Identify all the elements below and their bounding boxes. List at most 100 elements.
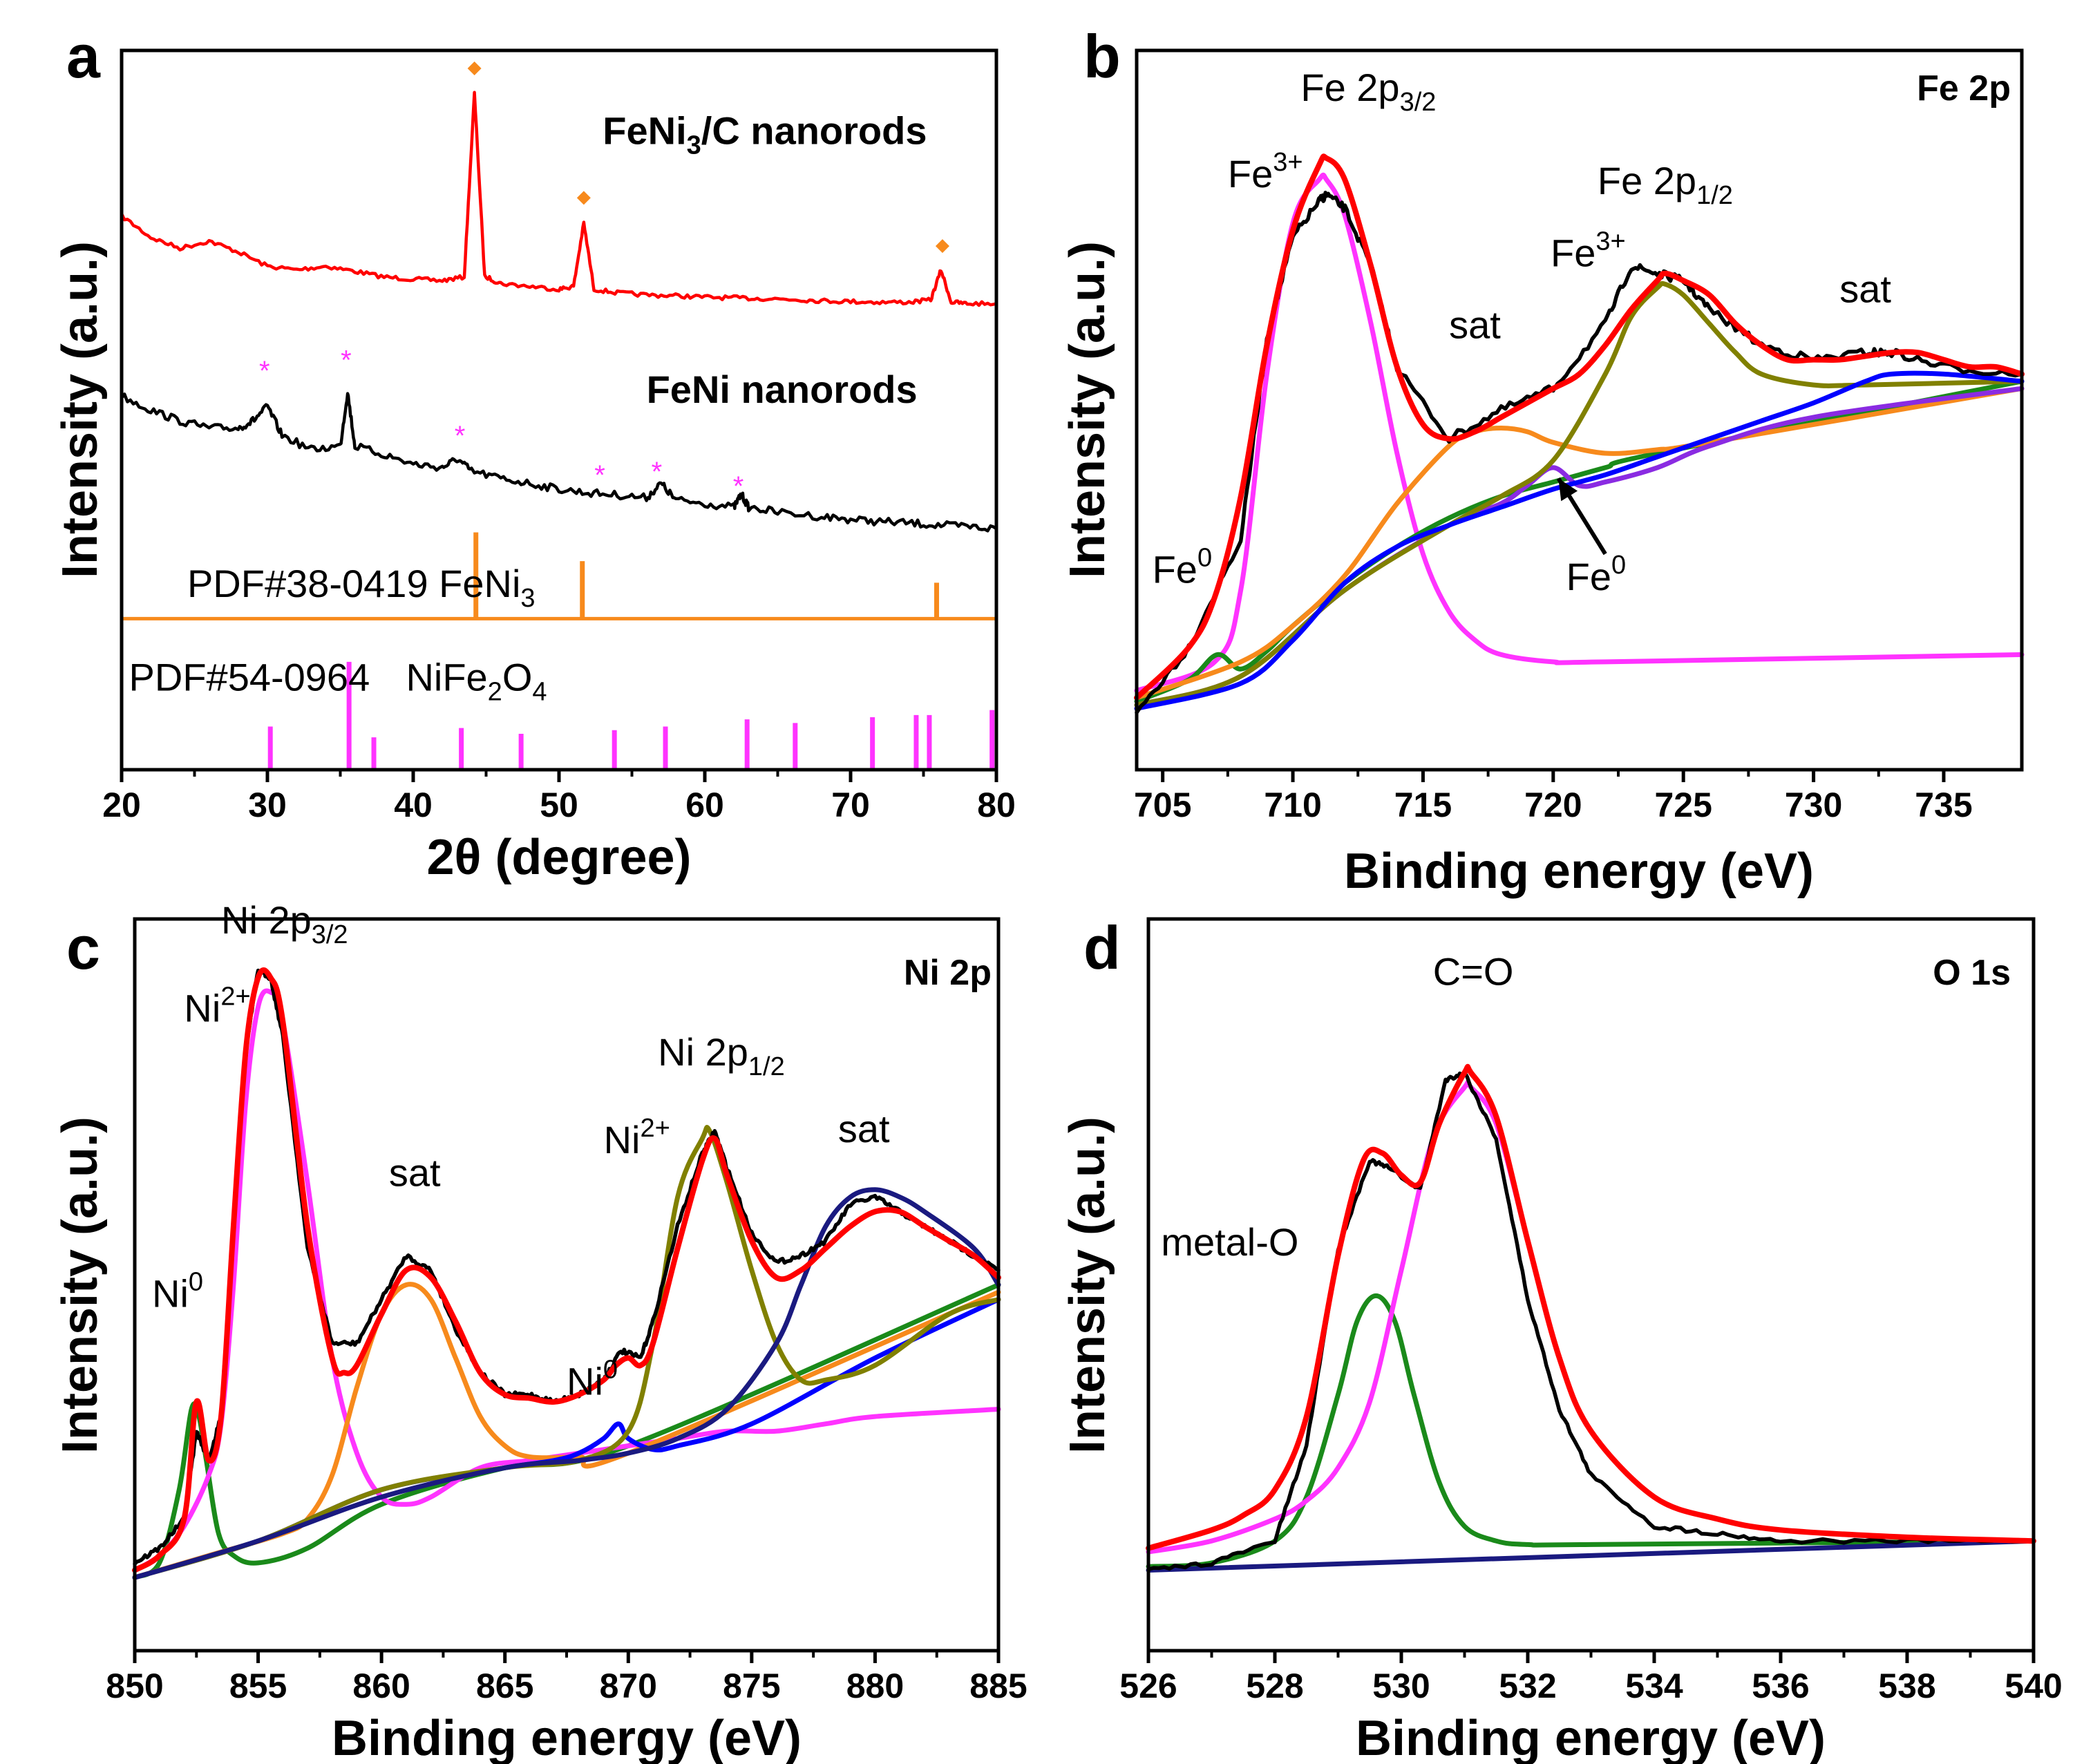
panel-d-label-2: metal-O	[1161, 1220, 1298, 1264]
panel-d-plot: C=O metal-O	[1146, 949, 2036, 1573]
panel-c-label-3-text: sat	[389, 1151, 441, 1195]
panel-d-xtick-label: 526	[1119, 1667, 1177, 1705]
panel-c-ticks: 850 855 860 865 870 875 880 885	[106, 1651, 1027, 1705]
panel-b-xtick-label: 710	[1264, 786, 1321, 824]
series-ni2-2p1-2	[132, 1125, 1001, 1580]
panel-a-label-5-suffix: O	[502, 655, 533, 699]
series-sat-ni2p3-2-	[132, 1282, 1001, 1580]
panel-a-label-3: PDF#38-0419 FeNi3	[187, 562, 536, 613]
panel-d: d C=O metal-O 526 528 530 532 534 536 538 540 O …	[1060, 913, 2063, 1764]
panel-a-letter: a	[66, 22, 101, 91]
panel-a-label-5-subscript: 2	[488, 677, 502, 706]
panel-c-xtick-label: 865	[476, 1667, 533, 1705]
panel-b-label-7-superscript: 0	[1197, 543, 1212, 572]
panel-c-xtick-label: 875	[723, 1667, 780, 1705]
diamond-marker	[467, 61, 482, 76]
panel-c-xtick-label: 850	[106, 1667, 163, 1705]
arrow-head	[1558, 478, 1578, 502]
series-sat-ni2p1-2-	[132, 1187, 1001, 1580]
panel-d-xtick-label: 536	[1752, 1667, 1809, 1705]
panel-c-xtick-label: 870	[600, 1667, 657, 1705]
panel-c-xlabel: Binding energy (eV)	[332, 1711, 802, 1764]
panel-d-ylabel: Intensity (a.u.)	[1060, 1117, 1115, 1454]
panel-c-label-2-text: Ni	[184, 986, 220, 1030]
panel-b-label-8: Fe0	[1566, 551, 1627, 598]
panel-a-ticks: 20 30 40 50 60 70 80	[102, 770, 1016, 824]
panel-c-label-1: Ni 2p3/2	[221, 898, 348, 949]
panel-a-ylabel: Intensity (a.u.)	[53, 241, 108, 578]
panel-c-label-2-superscript: 2+	[220, 982, 250, 1011]
panel-b-label-4: Fe 2p1/2	[1598, 159, 1733, 210]
panel-b-xtick-label: 725	[1654, 786, 1712, 824]
panel-b-label-8-text: Fe	[1566, 555, 1611, 598]
panel-a-label-4-text: PDF#54-0964	[129, 655, 370, 699]
panel-d-xlabel: Binding energy (eV)	[1356, 1711, 1826, 1764]
panel-d-xtick-label: 528	[1246, 1667, 1303, 1705]
panel-b-label-1: Fe 2p3/2	[1300, 66, 1436, 117]
panel-a-xtick-label: 40	[394, 786, 433, 824]
panel-c-label-5-text: Ni 2p	[658, 1030, 748, 1074]
panel-b-xtick-label: 715	[1394, 786, 1452, 824]
panel-a-label-3-subscript: 3	[520, 584, 535, 613]
panel-c-label-8-text: Ni	[567, 1359, 603, 1403]
panel-c-label-5-subscript: 1/2	[748, 1052, 785, 1081]
panel-b-label-6-text: sat	[1839, 267, 1891, 310]
panel-c-label-7: sat	[838, 1107, 890, 1150]
panel-d-letter: d	[1083, 913, 1121, 982]
panel-a-xtick-label: 60	[685, 786, 724, 824]
panel-b-label-7-text: Fe	[1153, 547, 1197, 591]
diamond-marker	[576, 191, 591, 205]
asterisk-marker: *	[594, 460, 605, 491]
asterisk-marker: *	[455, 421, 466, 451]
panel-a-xtick-label: 30	[248, 786, 287, 824]
reference-pattern-2	[267, 661, 995, 770]
panel-d-ticks: 526 528 530 532 534 536 538 540	[1119, 1651, 2063, 1705]
panel-c-label-2: Ni2+	[184, 982, 250, 1030]
panel-a-label-5-subscript-2: 4	[532, 677, 547, 706]
panel-a-label-4: PDF#54-0964	[129, 655, 370, 699]
panel-b-letter: b	[1083, 22, 1121, 91]
series-experimental	[133, 968, 1001, 1566]
series-background	[1146, 1538, 2036, 1573]
asterisk-marker: *	[733, 471, 744, 502]
panel-a-xtick-label: 20	[102, 786, 141, 824]
panel-d-label-1: C=O	[1433, 949, 1514, 993]
panel-b-xlabel: Binding energy (eV)	[1344, 844, 1814, 899]
reference-pattern-1	[122, 532, 996, 620]
series-line-2	[120, 392, 998, 533]
panel-c-xtick-label: 860	[352, 1667, 410, 1705]
panel-d-label-1-text: C=O	[1433, 949, 1514, 993]
asterisk-marker: *	[341, 345, 352, 376]
panel-a-xtick-label: 80	[977, 786, 1016, 824]
panel-d-xtick-label: 530	[1372, 1667, 1430, 1705]
panel-b-frame	[1135, 48, 2024, 772]
panel-a-xtick-label: 70	[831, 786, 870, 824]
panel-b-label-2-superscript: 3+	[1273, 148, 1302, 177]
panel-c-label-4-superscript: 0	[189, 1267, 203, 1296]
panel-b-label-2-text: Fe	[1228, 152, 1273, 196]
panel-d-xtick-label: 532	[1499, 1667, 1556, 1705]
series-line-1	[120, 91, 997, 307]
panel-a-label-2: FeNi nanorods	[647, 368, 918, 411]
panel-a-label-2-text: FeNi nanorods	[647, 368, 918, 411]
panel-b-label-1-text: Fe 2p	[1300, 66, 1399, 109]
panel-d-label-2-text: metal-O	[1161, 1220, 1298, 1264]
panel-a-xtick-label: 50	[540, 786, 578, 824]
panel-c-label-6-superscript: 2+	[640, 1114, 670, 1143]
panel-b-label-4-subscript: 1/2	[1696, 181, 1733, 210]
panel-c-label-8: Ni0	[567, 1355, 618, 1403]
panel-b-label-7: Fe0	[1153, 543, 1213, 591]
panel-d-xtick-label: 540	[2005, 1667, 2062, 1705]
asterisk-marker: *	[259, 356, 270, 386]
diamond-marker	[935, 239, 949, 254]
panel-a-label-3-text: PDF#38-0419 FeNi	[187, 562, 520, 605]
panel-b-label-5: Fe3+	[1551, 227, 1626, 274]
panel-c-label-6: Ni2+	[604, 1114, 670, 1161]
panel-c-xtick-label: 855	[229, 1667, 287, 1705]
series-fit-envelope	[132, 967, 1001, 1573]
panel-c-label-1-subscript: 3/2	[312, 920, 348, 949]
panel-b-xtick-label: 730	[1785, 786, 1842, 824]
